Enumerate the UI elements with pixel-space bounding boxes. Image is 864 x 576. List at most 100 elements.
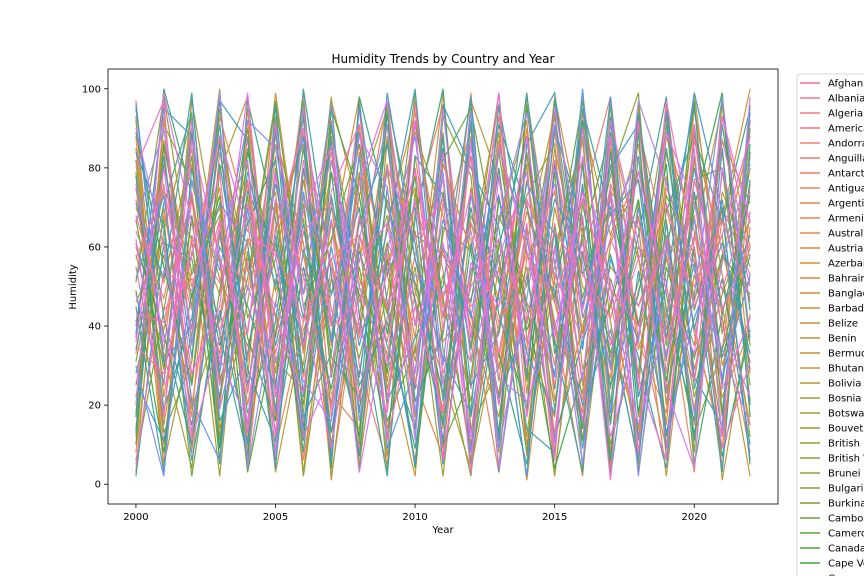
x-tick-label: 2020 bbox=[682, 512, 707, 523]
legend-label: Canada bbox=[828, 544, 864, 555]
x-tick-label: 2015 bbox=[542, 512, 567, 523]
legend-entry: Cayman Islands bbox=[828, 574, 864, 576]
legend-entry: Bhutan bbox=[800, 364, 864, 375]
legend-entry: Bolivia bbox=[800, 379, 861, 390]
y-axis-label: Humidity bbox=[68, 264, 79, 309]
legend: Afghanistan Albania Algeria American Samoa A… bbox=[796, 73, 864, 576]
legend-entry: Burkina Faso bbox=[800, 499, 864, 510]
series-line-54 bbox=[135, 92, 751, 461]
legend-label: Argentina bbox=[828, 199, 864, 210]
series-line-20 bbox=[135, 96, 751, 469]
series-line-61 bbox=[135, 197, 751, 332]
legend-label: Algeria bbox=[828, 109, 863, 120]
y-tick-label: 80 bbox=[88, 163, 101, 174]
series-line-30 bbox=[135, 100, 751, 445]
legend-label: Andorra bbox=[828, 139, 864, 150]
legend-entry: Antigua and Barbuda bbox=[800, 184, 864, 195]
y-tick-label: 40 bbox=[88, 322, 101, 333]
legend-label: Bangladesh bbox=[828, 289, 864, 300]
x-tick-label: 2005 bbox=[263, 512, 288, 523]
legend-label: Azerbaijan bbox=[828, 259, 864, 270]
chart-title: Humidity Trends by Country and Year bbox=[332, 52, 555, 66]
legend-entry: Albania bbox=[800, 94, 864, 105]
legend-entry: Bosnia and Herzegovina bbox=[800, 394, 864, 405]
legend-entry: Cape Verde bbox=[800, 559, 864, 570]
legend-label: Cape Verde bbox=[828, 559, 864, 570]
legend-entry: Andorra bbox=[800, 139, 864, 150]
legend-entry: Azerbaijan bbox=[800, 259, 864, 270]
x-tick-label: 2010 bbox=[402, 512, 427, 523]
legend-entry: Australia bbox=[800, 229, 864, 240]
legend-entry: Antarctica bbox=[800, 169, 864, 180]
series-line-52 bbox=[135, 92, 751, 473]
legend-entry: Brunei Darussalam bbox=[800, 469, 864, 480]
legend-label: Cambodia bbox=[828, 514, 864, 525]
legend-label: Austria bbox=[828, 244, 863, 255]
legend-label: Bouvet Island bbox=[828, 424, 864, 435]
series-line-48 bbox=[135, 96, 751, 477]
legend-entry: Cambodia bbox=[800, 514, 864, 525]
legend-label: British Virgin Islands bbox=[828, 454, 864, 465]
legend-entry: Austria bbox=[800, 244, 863, 255]
series-line-57 bbox=[135, 100, 751, 453]
legend-label: Afghanistan bbox=[828, 79, 864, 90]
series-line-42 bbox=[135, 92, 751, 461]
y-tick-label: 0 bbox=[95, 480, 101, 491]
legend-label: Antarctica bbox=[828, 169, 864, 180]
legend-box bbox=[796, 73, 864, 576]
legend-label: Antigua and Barbuda bbox=[828, 184, 864, 195]
legend-label: Australia bbox=[828, 229, 864, 240]
legend-entry: British Virgin Islands bbox=[800, 454, 864, 465]
legend-label: Bahrain bbox=[828, 274, 864, 285]
series-line-60 bbox=[135, 179, 751, 386]
y-tick-label: 100 bbox=[82, 84, 101, 95]
legend-entry: Belize bbox=[800, 319, 858, 330]
legend-entry: Bangladesh bbox=[800, 289, 864, 300]
legend-label: Bulgaria bbox=[828, 484, 864, 495]
legend-entry: Argentina bbox=[800, 199, 864, 210]
series-line-56 bbox=[135, 128, 751, 465]
series-lines bbox=[135, 88, 751, 481]
legend-entry: British Indian Ocean Territory bbox=[800, 439, 864, 450]
legend-label: American Samoa bbox=[828, 124, 864, 135]
legend-entry: Algeria bbox=[800, 109, 863, 120]
legend-label: Barbados bbox=[828, 304, 864, 315]
legend-entry: Bulgaria bbox=[800, 484, 864, 495]
legend-entry: Anguilla bbox=[800, 154, 864, 165]
series-line-58 bbox=[135, 120, 751, 481]
legend-entry: Bahrain bbox=[800, 274, 864, 285]
legend-entry: Bouvet Island bbox=[800, 424, 864, 435]
legend-entry: Barbados bbox=[800, 304, 864, 315]
legend-label: Anguilla bbox=[828, 154, 864, 165]
y-tick-label: 20 bbox=[88, 401, 101, 412]
legend-entry: Cameroon bbox=[800, 529, 864, 540]
series-line-43 bbox=[135, 90, 751, 469]
y-axis-ticks: 0 20 40 60 80 100 bbox=[82, 84, 108, 491]
y-tick-label: 60 bbox=[88, 242, 101, 253]
legend-label: Bhutan bbox=[828, 364, 864, 375]
x-axis-label: Year bbox=[431, 525, 454, 536]
series-line-50 bbox=[135, 100, 751, 426]
series-line-38 bbox=[135, 112, 751, 477]
series-line-40 bbox=[135, 128, 751, 473]
legend-entry: Botswana bbox=[800, 409, 864, 420]
plot-frame bbox=[107, 68, 779, 505]
legend-label: Belize bbox=[828, 319, 858, 330]
legend-entry: American Samoa bbox=[800, 124, 864, 135]
series-line-53 bbox=[135, 100, 751, 439]
legend-label: Botswana bbox=[828, 409, 864, 420]
legend-label: Bermuda bbox=[828, 349, 864, 360]
legend-label: Cameroon bbox=[828, 529, 864, 540]
series-line-51 bbox=[135, 96, 751, 457]
legend-entry: Benin bbox=[800, 334, 856, 345]
series-line-55 bbox=[135, 92, 751, 461]
x-tick-label: 2000 bbox=[123, 512, 148, 523]
legend-label: Bolivia bbox=[828, 379, 861, 390]
legend-label: British Indian Ocean Territory bbox=[828, 439, 864, 450]
series-line-35 bbox=[135, 96, 751, 469]
legend-label: Burkina Faso bbox=[828, 499, 864, 510]
series-line-59 bbox=[135, 104, 751, 410]
legend-entry: Bermuda bbox=[800, 349, 864, 360]
x-axis-ticks: 2000 2005 2010 2015 2020 bbox=[123, 504, 707, 523]
legend-label: Bosnia and Herzegovina bbox=[828, 394, 864, 405]
